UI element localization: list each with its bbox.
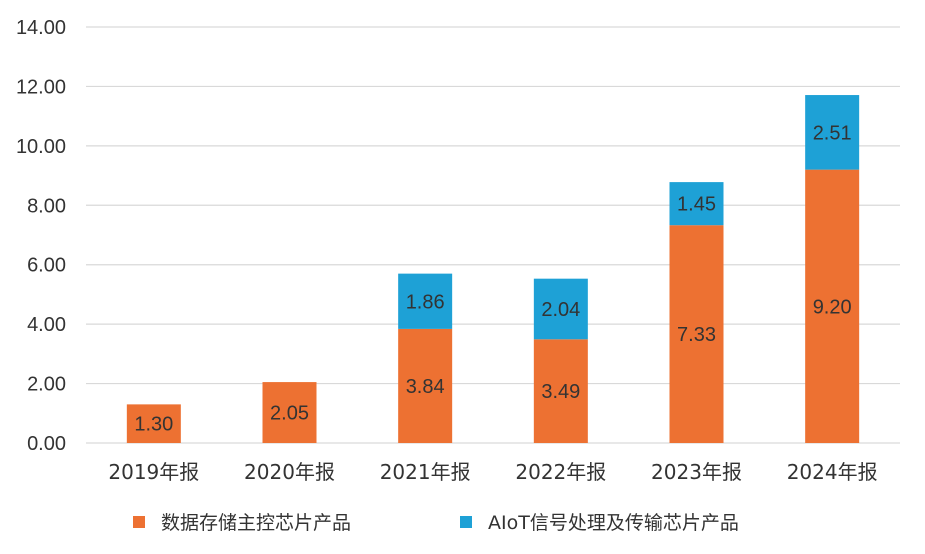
x-tick-label: 2024年报 <box>787 460 878 484</box>
y-tick-label: 14.00 <box>16 17 66 39</box>
x-tick-label: 2022年报 <box>515 460 606 484</box>
bars: 1.30 2.05 3.84 1.86 3.49 2.04 7.33 1.45 9.20 2.51 <box>126 95 860 443</box>
gridlines <box>86 26 900 444</box>
y-axis: 0.00 2.00 4.00 6.00 8.00 10.00 12.00 14.00 <box>16 17 66 455</box>
legend-swatch <box>460 516 472 528</box>
data-label: 1.45 <box>677 194 716 216</box>
data-label: 1.30 <box>134 414 173 436</box>
y-tick-label: 10.00 <box>16 136 66 158</box>
legend-label: AIoT信号处理及传输芯片产品 <box>488 512 739 534</box>
data-label: 2.05 <box>270 403 309 425</box>
data-label: 3.84 <box>406 376 445 398</box>
legend: 数据存储主控芯片产品 AIoT信号处理及传输芯片产品 <box>133 512 739 534</box>
legend-item: AIoT信号处理及传输芯片产品 <box>460 512 739 534</box>
data-label: 7.33 <box>677 324 716 346</box>
bar-segment <box>126 404 181 443</box>
x-tick-label: 2019年报 <box>108 460 199 484</box>
data-label: 2.04 <box>541 299 580 321</box>
data-label: 3.49 <box>541 381 580 403</box>
bar-segment <box>669 225 724 443</box>
y-tick-label: 12.00 <box>16 76 66 98</box>
x-axis: 2019年报 2020年报 2021年报 2022年报 2023年报 2024年报 <box>108 460 877 484</box>
bar-segment <box>398 328 453 443</box>
data-label: 2.51 <box>813 122 852 144</box>
data-label: 9.20 <box>813 296 852 318</box>
legend-item: 数据存储主控芯片产品 <box>133 512 351 534</box>
bar-segment <box>262 382 317 443</box>
y-tick-label: 0.00 <box>27 433 66 455</box>
legend-swatch <box>133 516 145 528</box>
x-tick-label: 2020年报 <box>244 460 335 484</box>
bar-segment <box>805 95 860 170</box>
bar-segment <box>533 339 588 443</box>
legend-label: 数据存储主控芯片产品 <box>161 512 351 534</box>
bar-segment <box>533 278 588 340</box>
y-tick-label: 2.00 <box>27 374 66 396</box>
x-tick-label: 2023年报 <box>651 460 742 484</box>
x-tick-label: 2021年报 <box>380 460 471 484</box>
bar-segment <box>805 169 860 443</box>
bar-segment <box>398 273 453 329</box>
bar-segment <box>669 182 724 226</box>
y-tick-label: 6.00 <box>27 255 66 277</box>
y-tick-label: 4.00 <box>27 314 66 336</box>
data-label: 1.86 <box>406 291 445 313</box>
y-tick-label: 8.00 <box>27 195 66 217</box>
